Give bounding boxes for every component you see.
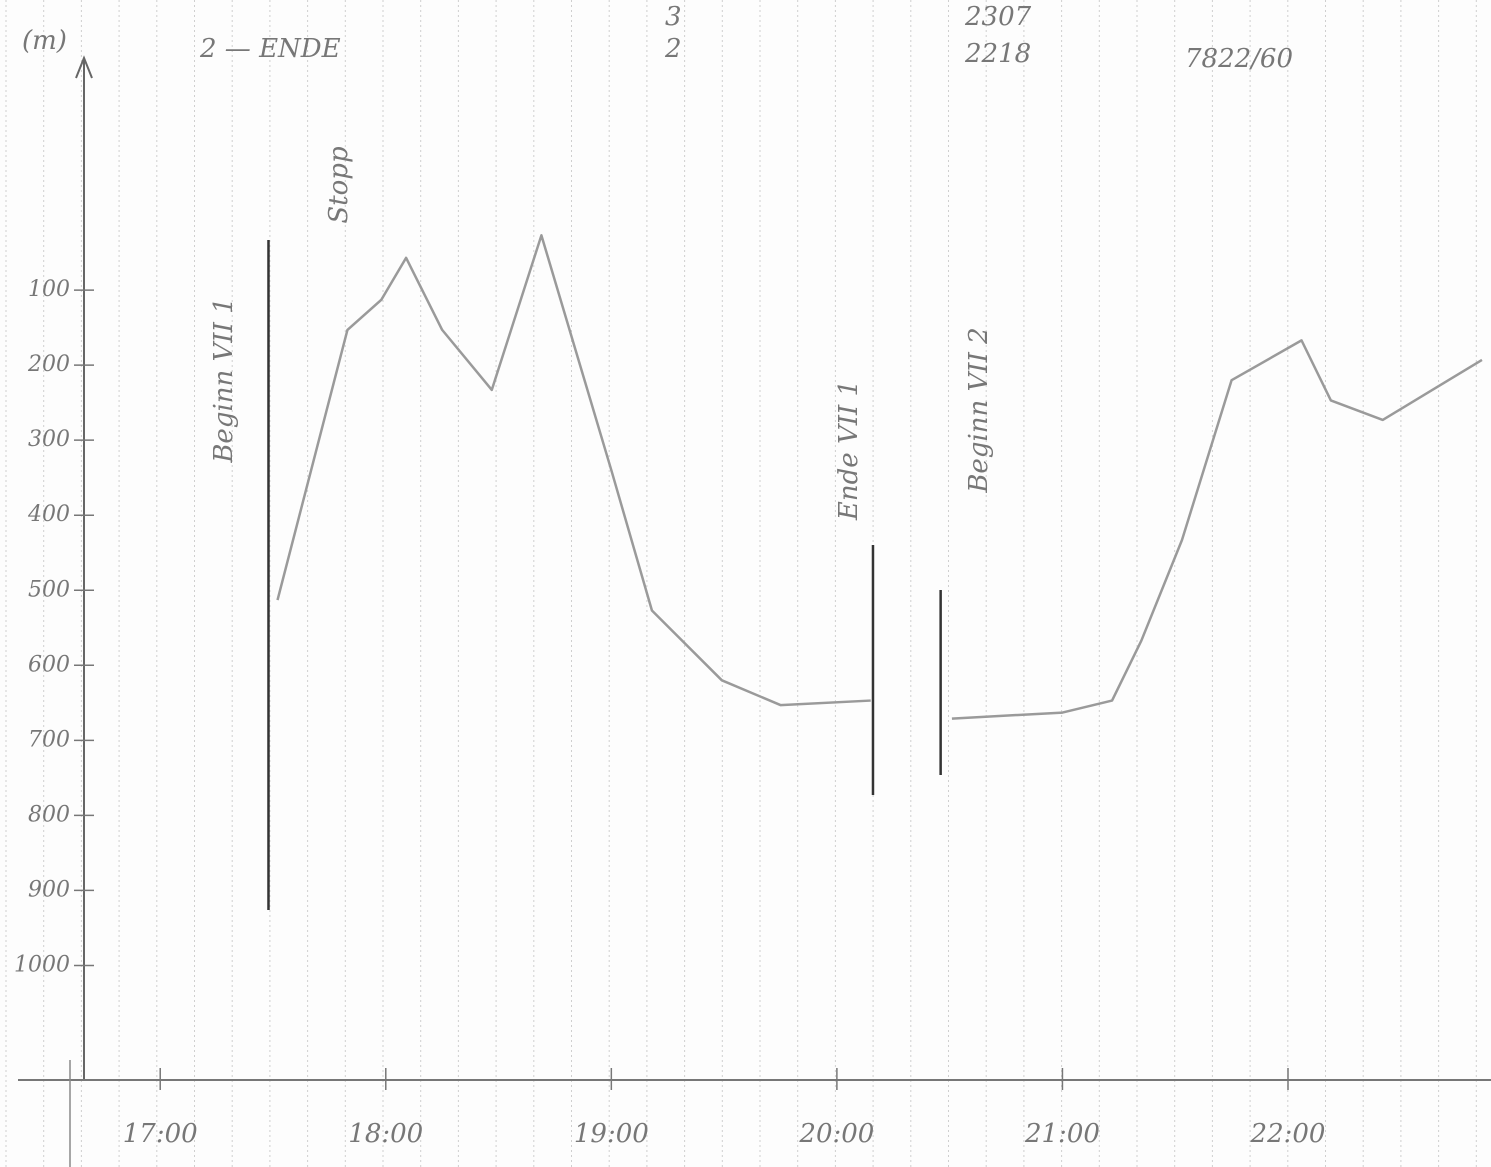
- header-note: 3: [665, 2, 682, 32]
- annotation: Beginn VII 1: [209, 297, 239, 463]
- y-tick-label: 100: [28, 277, 70, 302]
- x-tick-label: 17:00: [123, 1119, 198, 1149]
- y-tick-label: 1000: [14, 952, 70, 977]
- x-tick-label: 19:00: [574, 1119, 649, 1149]
- header-note: 7822/60: [1185, 44, 1293, 74]
- y-tick-label: 900: [28, 877, 70, 902]
- annotation: Ende VII 1: [834, 380, 864, 521]
- y-tick-label: 300: [28, 427, 70, 452]
- x-tick-label: 21:00: [1024, 1119, 1100, 1149]
- header-note: 2218: [964, 39, 1031, 69]
- y-tick-label: 700: [28, 727, 70, 752]
- y-axis-arrow: [75, 55, 93, 79]
- header-note: 2307: [964, 2, 1032, 32]
- header-note: 2: [664, 34, 682, 64]
- annotation: Beginn VII 2: [964, 327, 994, 493]
- y-tick-label: 200: [27, 352, 70, 377]
- y-unit: (m): [22, 26, 67, 56]
- header-note: 2 — ENDE: [199, 34, 341, 64]
- y-tick-label: 500: [28, 577, 70, 602]
- x-tick-label: 20:00: [798, 1119, 874, 1149]
- x-tick-label: 22:00: [1250, 1119, 1326, 1149]
- y-tick-label: 800: [28, 802, 70, 827]
- annotation: Stopp: [324, 146, 354, 224]
- y-tick-label: 600: [28, 652, 70, 677]
- data-line: [276, 234, 1483, 720]
- y-tick-label: 400: [27, 502, 70, 527]
- x-tick-label: 18:00: [348, 1119, 423, 1149]
